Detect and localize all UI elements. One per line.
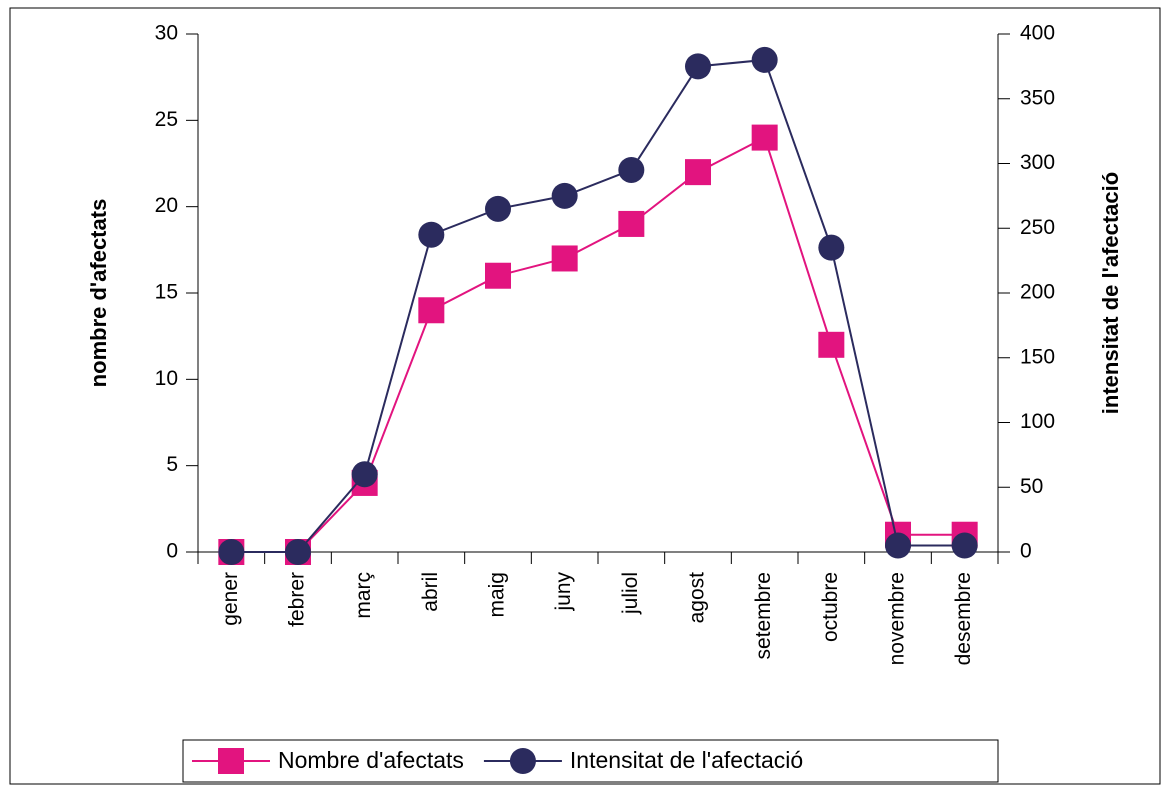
data-point bbox=[285, 539, 311, 565]
y2-tick-label: 400 bbox=[1020, 22, 1055, 45]
chart-border bbox=[9, 7, 1161, 785]
x-tick-label: octubre bbox=[819, 572, 842, 642]
data-point bbox=[351, 461, 378, 488]
data-point bbox=[551, 182, 578, 209]
data-point bbox=[418, 221, 445, 248]
data-point bbox=[751, 46, 778, 73]
x-tick-label: abril bbox=[419, 572, 442, 612]
x-tick-label: maig bbox=[486, 572, 509, 618]
y-tick-label: 30 bbox=[155, 22, 178, 45]
legend-label: Intensitat de l'afectació bbox=[570, 747, 803, 773]
data-point bbox=[685, 53, 711, 80]
y2-tick-label: 300 bbox=[1020, 151, 1055, 174]
legend-marker bbox=[218, 748, 244, 774]
legend-box bbox=[182, 739, 999, 783]
x-tick-label: juny bbox=[552, 572, 575, 612]
data-point bbox=[751, 124, 778, 151]
data-point bbox=[951, 532, 978, 559]
y2-tick-label: 50 bbox=[1020, 475, 1043, 498]
y2-tick-label: 100 bbox=[1020, 410, 1055, 433]
y-tick-label: 10 bbox=[155, 367, 178, 390]
data-point bbox=[818, 331, 845, 358]
legend-marker bbox=[509, 748, 536, 774]
x-tick-label: setembre bbox=[752, 572, 775, 660]
series-line bbox=[231, 58, 965, 553]
legend-label: Nombre d'afectats bbox=[278, 747, 464, 773]
y-tick-label: 5 bbox=[166, 453, 178, 476]
y-tick-label: 15 bbox=[155, 281, 178, 304]
data-point bbox=[685, 159, 711, 186]
x-tick-label: gener bbox=[219, 572, 242, 626]
x-tick-label: febrer bbox=[286, 572, 309, 627]
y2-tick-label: 350 bbox=[1020, 86, 1055, 109]
data-point bbox=[618, 156, 645, 183]
y2-tick-label: 150 bbox=[1020, 345, 1055, 368]
y-tick-label: 0 bbox=[166, 540, 178, 563]
x-tick-label: març bbox=[352, 572, 375, 619]
data-point bbox=[485, 195, 511, 222]
x-tick-label: juliol bbox=[619, 572, 642, 615]
data-point bbox=[218, 539, 245, 565]
y2-axis-title: intensitat de l'afectació bbox=[1098, 172, 1123, 414]
y2-tick-label: 250 bbox=[1020, 216, 1055, 239]
y-tick-label: 20 bbox=[155, 194, 178, 217]
y-tick-label: 25 bbox=[155, 108, 178, 131]
data-point bbox=[818, 234, 845, 261]
x-tick-label: desembre bbox=[952, 572, 975, 665]
y2-tick-label: 0 bbox=[1020, 540, 1032, 563]
y-axis-title: nombre d'afectats bbox=[86, 199, 111, 388]
x-tick-label: novembre bbox=[886, 572, 909, 665]
data-point bbox=[418, 297, 445, 324]
data-point bbox=[618, 210, 645, 237]
data-point bbox=[885, 532, 911, 559]
y2-tick-label: 200 bbox=[1020, 281, 1055, 304]
x-tick-label: agost bbox=[686, 572, 709, 624]
data-point bbox=[551, 245, 578, 272]
data-point bbox=[485, 262, 511, 289]
